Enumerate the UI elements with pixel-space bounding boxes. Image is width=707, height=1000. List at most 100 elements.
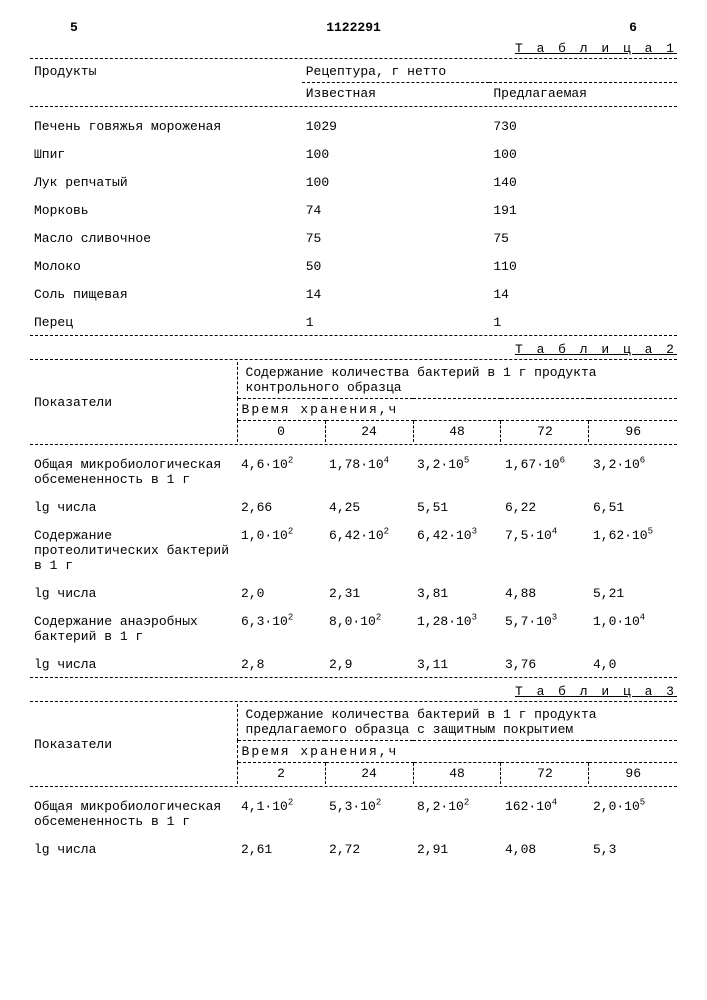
data-cell: 5,7·103 xyxy=(501,604,589,647)
page-num-right: 6 xyxy=(629,20,637,35)
data-cell: 6,3·102 xyxy=(237,604,325,647)
page-header: 5 1122291 6 xyxy=(30,20,677,35)
t3-time-label: Время хранения,ч xyxy=(237,741,677,763)
indicator-label: lg числа xyxy=(30,490,237,518)
page-num-left: 5 xyxy=(70,20,78,35)
indicator-label: Общая микробиологическая обсемененность … xyxy=(30,789,237,832)
t1-val-known: 1 xyxy=(302,305,490,333)
data-cell: 1,67·106 xyxy=(501,447,589,490)
data-cell: 4,1·102 xyxy=(237,789,325,832)
table1-label: Т а б л и ц а 1 xyxy=(30,41,677,56)
divider xyxy=(30,444,677,445)
data-cell: 4,08 xyxy=(501,832,589,860)
doc-number: 1122291 xyxy=(326,20,381,35)
t1-val-known: 50 xyxy=(302,249,490,277)
data-cell: 2,31 xyxy=(325,576,413,604)
t1-product: Шпиг xyxy=(30,137,302,165)
data-cell: 1,62·105 xyxy=(589,518,677,576)
indicator-label: Содержание анаэробных бактерий в 1 г xyxy=(30,604,237,647)
t1-product: Соль пищевая xyxy=(30,277,302,305)
t1-product: Молоко xyxy=(30,249,302,277)
t1-head-products: Продукты xyxy=(30,61,302,104)
data-cell: 4,0 xyxy=(589,647,677,675)
time-col: 72 xyxy=(501,421,589,443)
divider xyxy=(30,58,677,59)
indicator-label: Общая микробиологическая обсемененность … xyxy=(30,447,237,490)
data-cell: 6,22 xyxy=(501,490,589,518)
table1-body: Печень говяжья мороженая1029730 Шпиг10010… xyxy=(30,109,677,333)
t1-val-proposed: 110 xyxy=(489,249,677,277)
t1-head-proposed: Предлагаемая xyxy=(489,83,677,105)
time-col: 72 xyxy=(501,763,589,785)
table3-label: Т а б л и ц а 3 xyxy=(30,684,677,699)
data-cell: 2,61 xyxy=(237,832,325,860)
data-cell: 2,66 xyxy=(237,490,325,518)
t3-head-indicators: Показатели xyxy=(30,704,237,784)
data-cell: 2,0 xyxy=(237,576,325,604)
t2-time-label: Время хранения,ч xyxy=(237,399,677,421)
data-cell: 1,0·102 xyxy=(237,518,325,576)
t1-val-proposed: 1 xyxy=(489,305,677,333)
data-cell: 4,6·102 xyxy=(237,447,325,490)
indicator-label: lg числа xyxy=(30,647,237,675)
divider xyxy=(30,335,677,336)
t1-product: Печень говяжья мороженая xyxy=(30,109,302,137)
data-cell: 3,11 xyxy=(413,647,501,675)
data-cell: 6,42·103 xyxy=(413,518,501,576)
data-cell: 3,2·105 xyxy=(413,447,501,490)
data-cell: 6,42·102 xyxy=(325,518,413,576)
t1-val-proposed: 730 xyxy=(489,109,677,137)
t1-head-known: Известная xyxy=(302,83,490,105)
data-cell: 3,76 xyxy=(501,647,589,675)
data-cell: 3,81 xyxy=(413,576,501,604)
data-cell: 2,9 xyxy=(325,647,413,675)
divider xyxy=(30,677,677,678)
time-col: 0 xyxy=(237,421,325,443)
divider xyxy=(30,359,677,360)
data-cell: 8,0·102 xyxy=(325,604,413,647)
data-cell: 1,28·103 xyxy=(413,604,501,647)
t1-head-recipe: Рецептура, г нетто xyxy=(302,61,677,83)
data-cell: 2,0·105 xyxy=(589,789,677,832)
data-cell: 1,78·104 xyxy=(325,447,413,490)
indicator-label: lg числа xyxy=(30,832,237,860)
t2-head-indicators: Показатели xyxy=(30,362,237,442)
divider xyxy=(30,106,677,107)
table2-body: Общая микробиологическая обсемененность … xyxy=(30,447,677,675)
table2-head: Показатели Содержание количества бактери… xyxy=(30,362,677,442)
divider xyxy=(30,786,677,787)
time-col: 2 xyxy=(237,763,325,785)
indicator-label: Содержание протеолитических бактерий в 1… xyxy=(30,518,237,576)
t3-head-content: Содержание количества бактерий в 1 г про… xyxy=(237,704,677,741)
data-cell: 4,88 xyxy=(501,576,589,604)
data-cell: 8,2·102 xyxy=(413,789,501,832)
table2-label: Т а б л и ц а 2 xyxy=(30,342,677,357)
time-col: 48 xyxy=(413,763,501,785)
t2-head-content: Содержание количества бактерий в 1 г про… xyxy=(237,362,677,399)
data-cell: 5,3 xyxy=(589,832,677,860)
indicator-label: lg числа xyxy=(30,576,237,604)
t1-val-proposed: 14 xyxy=(489,277,677,305)
t1-product: Лук репчатый xyxy=(30,165,302,193)
time-col: 24 xyxy=(325,421,413,443)
t1-val-known: 75 xyxy=(302,221,490,249)
data-cell: 2,72 xyxy=(325,832,413,860)
t1-val-known: 14 xyxy=(302,277,490,305)
t1-val-known: 100 xyxy=(302,165,490,193)
data-cell: 7,5·104 xyxy=(501,518,589,576)
time-col: 48 xyxy=(413,421,501,443)
t1-product: Перец xyxy=(30,305,302,333)
data-cell: 1,0·104 xyxy=(589,604,677,647)
table3-head: Показатели Содержание количества бактери… xyxy=(30,704,677,784)
t1-product: Морковь xyxy=(30,193,302,221)
time-col: 96 xyxy=(589,421,677,443)
t1-val-known: 1029 xyxy=(302,109,490,137)
t1-val-known: 100 xyxy=(302,137,490,165)
data-cell: 5,21 xyxy=(589,576,677,604)
data-cell: 162·104 xyxy=(501,789,589,832)
divider xyxy=(30,701,677,702)
t1-val-proposed: 75 xyxy=(489,221,677,249)
t1-product: Масло сливочное xyxy=(30,221,302,249)
t1-val-proposed: 140 xyxy=(489,165,677,193)
data-cell: 4,25 xyxy=(325,490,413,518)
